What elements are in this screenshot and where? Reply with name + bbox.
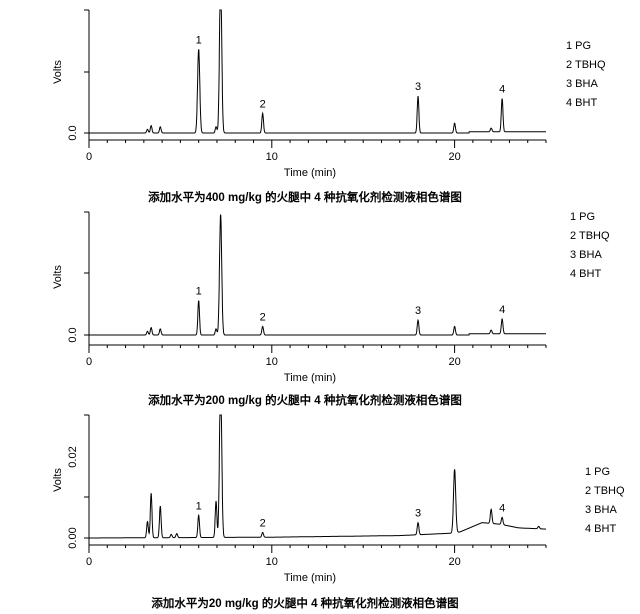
- legend-entry: 2 TBHQ: [570, 230, 610, 242]
- x-tick-label: 0: [86, 151, 92, 163]
- x-tick-label: 10: [266, 151, 278, 163]
- x-tick-label: 20: [448, 356, 460, 368]
- legend-entry: 4 BHT: [585, 523, 616, 535]
- y-axis-label: Volts: [52, 468, 64, 492]
- legend-entry: 2 TBHQ: [566, 59, 606, 71]
- x-tick-label: 20: [448, 151, 460, 163]
- x-tick-label: 10: [266, 556, 278, 568]
- legend-entry: 1 PG: [585, 466, 610, 478]
- peak-label: 2: [260, 517, 266, 529]
- legend-entry: 4 BHT: [570, 268, 601, 280]
- y-axis-label: Volts: [52, 60, 64, 84]
- peak-label: 2: [260, 311, 266, 323]
- peak-label: 1: [196, 286, 202, 298]
- peak-label: 4: [499, 84, 505, 96]
- legend-entry: 1 PG: [570, 211, 595, 223]
- peak-label: 1: [196, 34, 202, 46]
- legend-entry: 4 BHT: [566, 97, 597, 109]
- chart-caption: 添加水平为400 mg/kg 的火腿中 4 种抗氧化剂检测液相色谱图: [148, 190, 462, 204]
- chart-panel-2: 0 10 20 0.0 Volts Time (min) 添加水平为200 mg/kg 的火…: [52, 211, 610, 407]
- chromatogram-trace: [89, 414, 546, 539]
- chart-panel-1: 0 10 20 0.0 Volts Time (min) 添加水平为400 mg/kg 的火…: [52, 9, 606, 204]
- x-tick-label: 20: [448, 556, 460, 568]
- peak-label: 3: [415, 81, 421, 93]
- x-tick-label: 0: [86, 556, 92, 568]
- legend-entry: 3 BHA: [585, 504, 617, 516]
- chart-caption: 添加水平为200 mg/kg 的火腿中 4 种抗氧化剂检测液相色谱图: [148, 393, 462, 407]
- x-tick-label: 10: [266, 356, 278, 368]
- peak-label: 1: [196, 500, 202, 512]
- peak-label: 3: [415, 305, 421, 317]
- legend-entry: 3 BHA: [570, 249, 602, 261]
- x-axis-label: Time (min): [284, 167, 336, 179]
- legend-entry: 1 PG: [566, 40, 591, 52]
- x-tick-label: 0: [86, 356, 92, 368]
- chromatogram-trace: [89, 9, 546, 134]
- y-tick-label: 0.02: [67, 446, 79, 467]
- y-tick-label: 0.0: [67, 125, 79, 140]
- x-axis-label: Time (min): [284, 372, 336, 384]
- y-tick-label: 0.0: [67, 327, 79, 342]
- legend-entry: 3 BHA: [566, 78, 598, 90]
- peak-label: 4: [499, 304, 505, 316]
- chart-caption: 添加水平为20 mg/kg 的火腿中 4 种抗氧化剂检测液相色谱图: [151, 596, 458, 610]
- chromatogram-trace: [89, 214, 546, 336]
- y-axis-label: Volts: [52, 265, 64, 289]
- peak-label: 3: [415, 508, 421, 520]
- peak-label: 2: [260, 98, 266, 110]
- x-axis-label: Time (min): [284, 572, 336, 584]
- peak-label: 4: [499, 502, 505, 514]
- legend-entry: 2 TBHQ: [585, 485, 625, 497]
- y-tick-label: 0.00: [67, 527, 79, 548]
